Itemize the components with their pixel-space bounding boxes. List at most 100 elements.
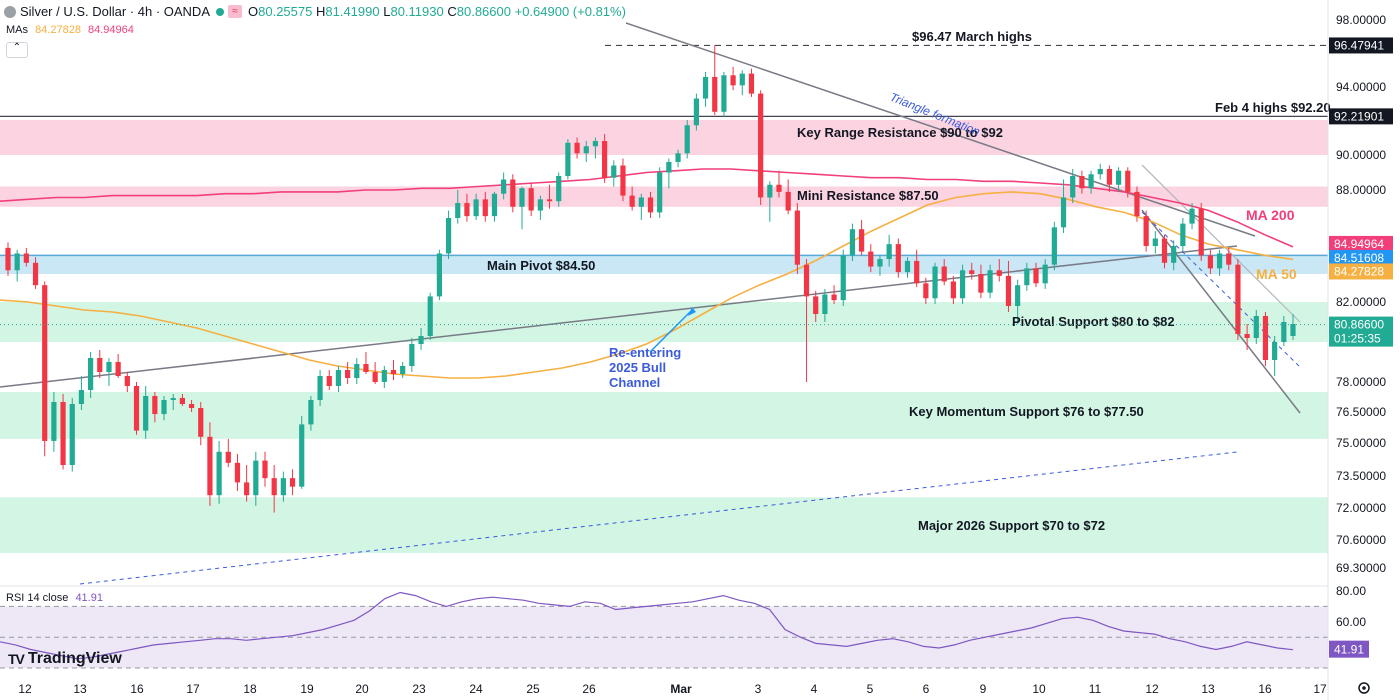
date-label: 12	[18, 682, 32, 696]
price-tick-label: 70.60000	[1336, 533, 1386, 547]
candle-body	[289, 478, 296, 487]
candle-body	[959, 270, 966, 299]
candle-body	[510, 179, 516, 207]
candle-body	[647, 197, 654, 213]
zone-pivot	[0, 255, 1328, 274]
zone-label: Key Momentum Support $76 to $77.50	[909, 404, 1144, 419]
candle-body	[1051, 227, 1057, 265]
date-label: 16	[1258, 682, 1272, 696]
candle-body	[124, 376, 130, 386]
date-label: 13	[73, 682, 87, 696]
candle-body	[1244, 334, 1250, 338]
ma200-legend-value: 84.94964	[88, 24, 134, 36]
candle-body	[840, 255, 846, 301]
price-tick-label: 90.00000	[1336, 148, 1386, 162]
time-axis[interactable]: 12 13 16 17 18 19 20 23 24 25 26 Mar 3 4 5 6 9 10 11 12 13 16…	[18, 682, 1327, 696]
candle-body	[785, 191, 791, 211]
price-tag	[1329, 37, 1393, 54]
candle-body	[1097, 169, 1103, 175]
candle-body	[363, 364, 369, 372]
price-tick-label: 88.00000	[1336, 183, 1386, 197]
candle-body	[78, 390, 85, 404]
candle-body	[1033, 268, 1039, 284]
moving-averages-layer	[0, 168, 1294, 379]
candle-body	[546, 199, 553, 202]
tradingview-logo-icon: TV	[8, 651, 25, 667]
candle-body	[1143, 216, 1149, 246]
candle-body	[914, 260, 920, 284]
candle-body	[115, 362, 121, 376]
candle-body	[1060, 197, 1067, 228]
price-tag	[1329, 108, 1393, 125]
candle-body	[831, 294, 837, 301]
price-tag	[1329, 249, 1393, 266]
candle-body	[868, 251, 874, 267]
candle-body	[629, 195, 635, 207]
candle-body	[1171, 246, 1177, 263]
ma200-line	[0, 168, 1294, 248]
price-tag-label: 92.21901	[1334, 109, 1384, 123]
candle-body	[179, 398, 185, 404]
zone-label: Key Range Resistance $90 to $92	[797, 125, 1003, 140]
candle-body	[556, 176, 562, 202]
march-highs-annotation: $96.47 March highs	[912, 29, 1032, 44]
rsi-tick-label: 60.00	[1336, 615, 1366, 629]
candle-body	[1216, 253, 1223, 269]
candle-body	[776, 184, 782, 192]
price-tick-label: 76.50000	[1336, 405, 1386, 419]
zone-label: Mini Resistance $87.50	[797, 188, 939, 203]
candle-body	[234, 462, 241, 483]
candle-body	[592, 141, 599, 147]
tradingview-logo[interactable]: TV TradingView	[8, 650, 122, 668]
zone-labels-layer: Key Range Resistance $90 to $92 Mini Resi…	[487, 125, 1175, 533]
candle-body	[354, 364, 360, 378]
ma50-annotation: MA 50	[1256, 266, 1297, 282]
date-label: 6	[923, 682, 930, 696]
candle-body	[1281, 322, 1287, 342]
candle-body	[565, 142, 571, 176]
candle-body	[14, 253, 20, 271]
candle-body	[133, 386, 140, 431]
bull-channel-annotation: Re-entering 2025 Bull Channel	[609, 345, 685, 390]
tradingview-wordmark: TradingView	[27, 650, 122, 667]
candle-body	[657, 172, 663, 213]
candle-body	[445, 218, 452, 254]
candle-body	[225, 451, 231, 463]
date-label: Mar	[670, 682, 692, 696]
candle-body	[216, 451, 222, 496]
rsi-tick-label: 80.00	[1336, 584, 1366, 598]
price-tag-label: 01:25:35	[1334, 332, 1381, 346]
symbol-title[interactable]: Silver / U.S. Dollar · 4h · OANDA	[20, 4, 210, 19]
candle-body	[106, 362, 112, 372]
candle-body	[1042, 264, 1048, 284]
candle-body	[904, 260, 911, 273]
zone-label: Major 2026 Support $70 to $72	[918, 518, 1105, 533]
settings-gear-icon[interactable]	[1358, 682, 1370, 694]
candle-body	[813, 296, 819, 314]
date-label: 18	[243, 682, 257, 696]
candle-body	[886, 244, 892, 260]
price-tick-label: 98.00000	[1336, 13, 1386, 27]
candle-body	[1015, 285, 1021, 306]
date-label: 19	[300, 682, 314, 696]
price-tick-label: 73.50000	[1336, 469, 1386, 483]
bull-channel-arrow	[649, 309, 693, 353]
rsi-legend-value: 41.91	[75, 592, 103, 604]
mas-legend: MAs 84.27828 84.94964	[6, 24, 134, 36]
date-label: 5	[867, 682, 874, 696]
candle-body	[161, 400, 167, 415]
collapse-legend-button[interactable]: ⌃	[6, 42, 28, 58]
alert-icon[interactable]: ≈	[228, 5, 242, 18]
price-tick-label: 82.00000	[1336, 295, 1386, 309]
rsi-value-tag-label: 41.91	[1334, 643, 1364, 657]
bull-channel-line-3: Channel	[609, 375, 660, 390]
candle-body	[1024, 268, 1030, 286]
candle-body	[482, 199, 488, 217]
bull-channel-line-2: 2025 Bull	[609, 360, 666, 375]
ohlc-readout: O80.25575 H81.41990 L80.11930 C80.86600 …	[248, 4, 626, 19]
feb4-highs-annotation: Feb 4 highs $92.20	[1215, 100, 1331, 115]
candle-body	[1070, 176, 1076, 198]
candle-body	[188, 404, 195, 408]
